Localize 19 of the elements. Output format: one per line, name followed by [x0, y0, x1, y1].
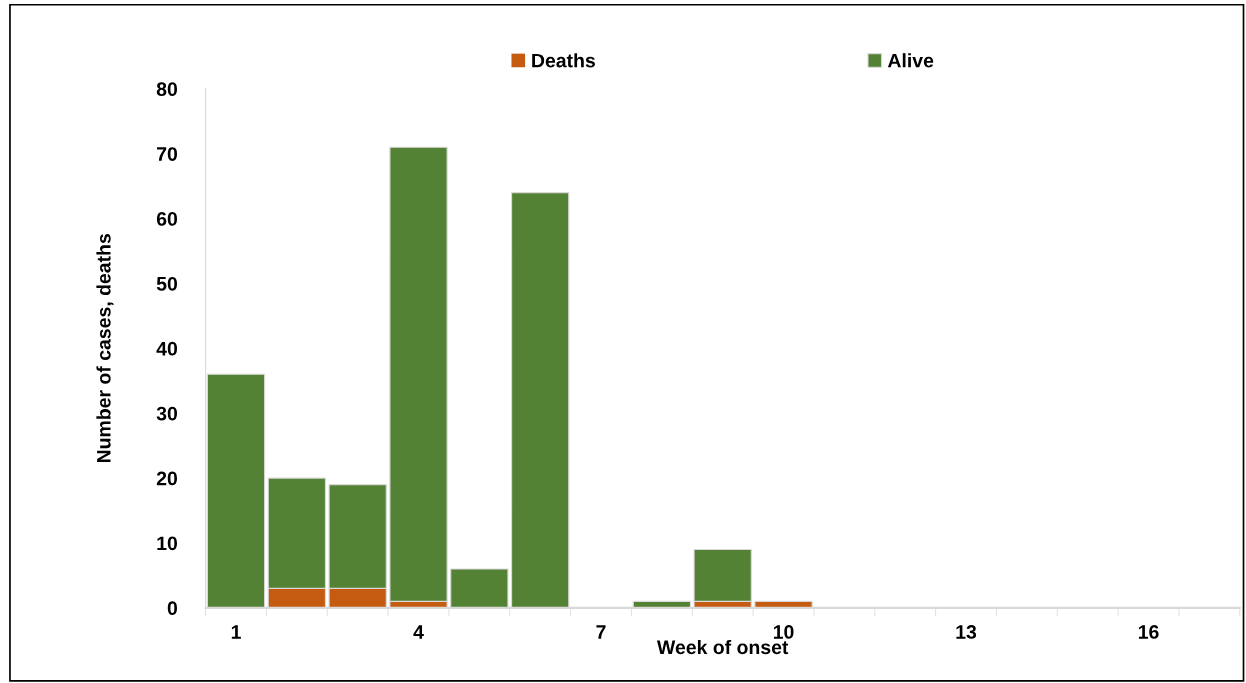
x-tick-label: 4 — [413, 625, 424, 639]
x-tick-label: 1 — [231, 625, 241, 639]
y-tick-label: 30 — [156, 406, 178, 421]
y-tick-label: 60 — [156, 212, 178, 226]
y-tick-label: 20 — [156, 471, 178, 486]
y-tick-label: 0 — [167, 601, 178, 616]
x-axis-title: Week of onset — [656, 639, 789, 655]
x-tick-label: 13 — [956, 625, 977, 639]
y-tick-label: 70 — [157, 147, 178, 161]
y-axis-title: Number of cases, deaths — [96, 234, 114, 463]
legend-label: Alive — [887, 53, 934, 68]
y-tick-label: 10 — [157, 536, 178, 551]
y-tick-label: 50 — [156, 276, 178, 291]
y-tick-label: 40 — [156, 341, 178, 356]
x-tick-label: 7 — [596, 625, 606, 639]
x-tick-label: 10 — [773, 625, 794, 639]
y-tick-label: 80 — [156, 82, 178, 97]
legend-label: Deaths — [532, 53, 595, 68]
x-tick-label: 16 — [1138, 625, 1159, 639]
